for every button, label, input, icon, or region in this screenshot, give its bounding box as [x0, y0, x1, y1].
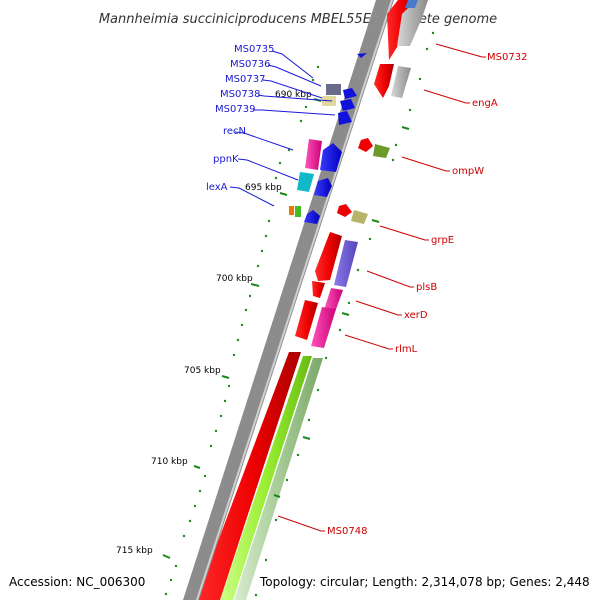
genome-backbone-line: [196, 0, 393, 600]
gene-lexa-blue: [304, 210, 320, 224]
gene-lexa-green: [295, 206, 301, 217]
gene-label-rlml: rlmL: [395, 344, 418, 355]
gene-label-recn: recN: [223, 126, 246, 137]
gene-label-ms0736: MS0736: [230, 59, 270, 70]
gene-red-2: [312, 281, 325, 298]
gene-ms0732-grey: [397, 0, 428, 46]
gene-xerd: [324, 288, 343, 312]
leader-lines-minus: [229, 50, 336, 207]
gene-ppnk-cyan: [297, 172, 314, 192]
rna-band: [220, 356, 312, 600]
tick-label-700: 700 kbp: [216, 274, 253, 284]
gene-ppnk-blue: [314, 178, 332, 197]
footer-left-bg: [6, 571, 154, 591]
gene-rlml: [311, 307, 336, 348]
right-tick-dashes: [273, 126, 410, 498]
gene-ms0736-block: [326, 84, 341, 95]
gene-label-xerd: xerD: [404, 310, 428, 321]
gene-ompw-red: [358, 138, 373, 152]
tick-label-695: 695 kbp: [245, 183, 282, 193]
gene-lexa-orange: [289, 206, 294, 215]
gene-ms0732-top: [405, 0, 418, 8]
gene-red-1: [315, 232, 342, 281]
gene-label-ms0738: MS0738: [220, 89, 260, 100]
gene-label-lexa: lexA: [206, 182, 228, 193]
gene-red-3: [295, 300, 318, 340]
topology-text: Topology: circular; Length: 2,314,078 bp…: [259, 575, 590, 589]
gene-enga-red: [374, 64, 394, 98]
gene-label-ms0748: MS0748: [327, 526, 367, 537]
gene-ms0737-arrow: [343, 88, 357, 99]
gene-ms0735-arrow: [357, 53, 367, 58]
accession-text: Accession: NC_006300: [9, 575, 145, 589]
gene-ompw-green: [373, 144, 390, 158]
gene-enga-grey: [391, 66, 411, 98]
gene-plsb: [334, 240, 358, 287]
gene-grpe-red: [337, 204, 352, 217]
gene-recn-pink: [305, 139, 322, 170]
gene-ms0739-arrow: [338, 111, 352, 125]
footer-right-bg: [256, 571, 596, 591]
gene-label-ms0732: MS0732: [487, 52, 527, 63]
leader-lines-plus: [277, 43, 486, 532]
tick-label-715: 715 kbp: [116, 546, 153, 556]
gene-label-plsb: plsB: [416, 282, 437, 293]
gene-label-grpe: grpE: [431, 235, 454, 246]
cds-band-ms0748: [196, 352, 301, 600]
tick-label-710: 710 kbp: [151, 457, 188, 467]
gene-ms0738-arrow: [340, 99, 355, 111]
map-title: Mannheimia succiniciproducens MBEL55E, c…: [99, 12, 497, 27]
genome-backbone: [183, 0, 394, 600]
right-dot-track: [254, 31, 435, 597]
gene-label-ompw: ompW: [452, 166, 484, 177]
gene-label-ms0737: MS0737: [225, 74, 265, 85]
outer-band: [234, 358, 323, 600]
gene-label-ms0739: MS0739: [215, 104, 255, 115]
left-dot-track: [164, 65, 320, 596]
tick-label-705: 705 kbp: [184, 366, 221, 376]
gene-recn-blue: [320, 143, 342, 172]
gene-grpe-olive: [351, 210, 368, 224]
gene-label-enga: engA: [472, 98, 498, 109]
tick-label-690: 690 kbp: [275, 90, 312, 100]
gene-label-ppnk: ppnK: [213, 154, 239, 165]
gene-label-ms0735: MS0735: [234, 44, 274, 55]
